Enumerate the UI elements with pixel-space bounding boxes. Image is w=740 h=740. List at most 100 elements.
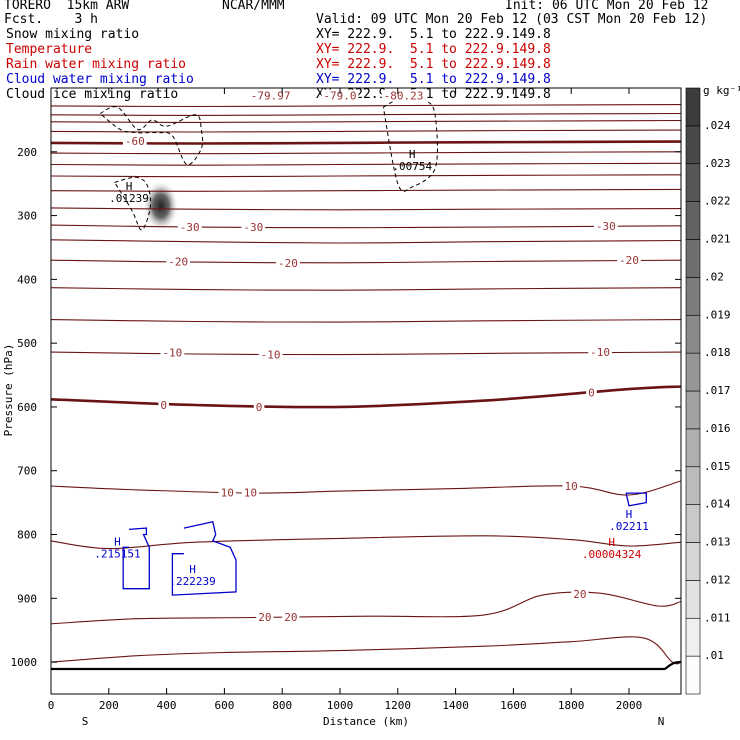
field-temp-xy: XY= 222.9. 5.1 to 222.9.149.8 <box>316 42 551 57</box>
colorbar-segment <box>685 277 701 316</box>
temperature-contour <box>50 174 682 178</box>
colorbar-tick-label: .024 <box>704 119 731 132</box>
y-tick-label: 400 <box>17 273 37 286</box>
x-tick-label: 400 <box>157 699 177 712</box>
ground-surface-rise <box>664 660 682 670</box>
field-rain-xy: XY= 222.9. 5.1 to 222.9.149.8 <box>316 57 551 72</box>
contour-label-bg <box>571 587 589 600</box>
extremum-value: .00004324 <box>582 548 642 561</box>
temperature-contour <box>50 636 682 665</box>
contour-label-bg <box>321 89 359 102</box>
contour-label: -20 <box>619 254 639 267</box>
extremum-marker: H <box>114 535 121 548</box>
colorbar-segment <box>685 314 701 354</box>
contour-label: -30 <box>180 221 200 234</box>
forecast-hour: Fcst. 3 h <box>4 12 98 27</box>
temperature-contour <box>50 239 682 244</box>
contour-label-bg <box>122 134 147 147</box>
temperature-contour <box>50 188 682 192</box>
colorbar-tick-label: .014 <box>704 498 731 511</box>
contour-label: -80.23 <box>384 90 424 103</box>
temperature-contour <box>50 112 682 116</box>
contour-label-bg <box>586 386 597 399</box>
model-title: TORERO 15km ARW <box>4 0 130 13</box>
cloud-water-contour <box>171 521 237 596</box>
colorbar-tick-label: .012 <box>704 573 731 586</box>
colorbar-tick-label: .021 <box>704 233 731 246</box>
extremum-marker: H <box>126 180 133 193</box>
contour-label-bg <box>588 346 612 359</box>
y-tick-label: 1000 <box>11 656 38 669</box>
init-time: Init: 06 UTC Mon 20 Feb 12 <box>505 0 709 13</box>
x-tick-label: 600 <box>214 699 234 712</box>
colorbar-tick-label: .013 <box>704 536 731 549</box>
contour-label: 10 <box>244 486 257 499</box>
colorbar-tick-label: .01 <box>704 649 724 662</box>
colorbar-unit: g kg⁻¹ <box>703 84 740 97</box>
contour-label-bg <box>381 89 426 102</box>
x-tick-label: 1200 <box>385 699 412 712</box>
x-tick-label: 1800 <box>558 699 585 712</box>
contour-label-bg <box>617 254 641 267</box>
contour-label: -10 <box>162 347 182 360</box>
colorbar-segment <box>685 428 701 468</box>
y-tick-label: 700 <box>17 465 37 478</box>
field-cloudwater-name: Cloud water mixing ratio <box>6 72 194 87</box>
x-tick-label: 1000 <box>327 699 354 712</box>
colorbar-segment <box>685 352 701 392</box>
y-axis-label: Pressure (hPa) <box>2 344 15 437</box>
colorbar-segment <box>685 201 701 240</box>
colorbar-segment <box>685 504 701 543</box>
contour-label: -30 <box>243 221 263 234</box>
cloud-ice-contour <box>99 106 204 166</box>
extremum-marker: H <box>409 148 416 161</box>
colorbar-tick-label: .015 <box>704 460 731 473</box>
colorbar-segment <box>685 390 701 430</box>
contour-label-bg <box>258 348 283 361</box>
colorbar-tick-label: .016 <box>704 422 731 435</box>
extremum-value: .01239 <box>109 192 149 205</box>
x-tick-label: 200 <box>99 699 119 712</box>
contour-label: -30 <box>596 220 616 233</box>
contour-label-bg <box>177 221 202 234</box>
temperature-contour <box>50 319 682 323</box>
colorbar-segment <box>685 466 701 505</box>
contour-label: -60 <box>125 135 145 148</box>
x-tick-label: 800 <box>272 699 292 712</box>
colorbar-segment <box>685 542 701 581</box>
contour-label-bg <box>593 219 618 232</box>
field-cloudwater-xy: XY= 222.9. 5.1 to 222.9.149.8 <box>316 72 551 87</box>
extremum-value: .00754 <box>392 160 432 173</box>
colorbar-segment <box>685 239 701 278</box>
contour-label: 0 <box>160 399 167 412</box>
contour-label: -79.97 <box>251 90 291 103</box>
temperature-contour <box>50 151 682 155</box>
contour-label-bg <box>248 89 293 102</box>
valid-time: Valid: 09 UTC Mon 20 Feb 12 (03 CST Mon … <box>316 12 708 27</box>
temperature-contour <box>50 224 682 229</box>
contour-label: -10 <box>261 349 281 362</box>
contour-label-bg <box>282 610 300 623</box>
contour-label: 10 <box>565 480 578 493</box>
contour-label-bg <box>160 346 185 359</box>
y-tick-label: 200 <box>17 146 37 159</box>
contour-label-bg <box>276 256 300 269</box>
temperature-contour <box>50 162 682 166</box>
x-tick-label: 1400 <box>442 699 469 712</box>
colorbar-tick-label: .019 <box>704 308 731 321</box>
field-rain-name: Rain water mixing ratio <box>6 57 187 72</box>
contour-label-bg <box>241 486 260 499</box>
colorbar-tick-label: .011 <box>704 611 731 624</box>
contour-label: 0 <box>588 386 595 399</box>
colorbar-segment <box>685 87 701 127</box>
field-temp-name: Temperature <box>6 42 93 57</box>
colorbar-segment <box>685 163 701 202</box>
y-tick-label: 900 <box>17 592 37 605</box>
contour-label-bg <box>218 486 236 499</box>
x-end-label-north: N <box>658 715 665 728</box>
extremum-marker: H <box>626 508 633 521</box>
snow-shading-max <box>142 180 179 233</box>
colorbar-tick-label: .018 <box>704 346 731 359</box>
temperature-contour <box>50 287 682 291</box>
contour-label-bg <box>158 399 170 412</box>
